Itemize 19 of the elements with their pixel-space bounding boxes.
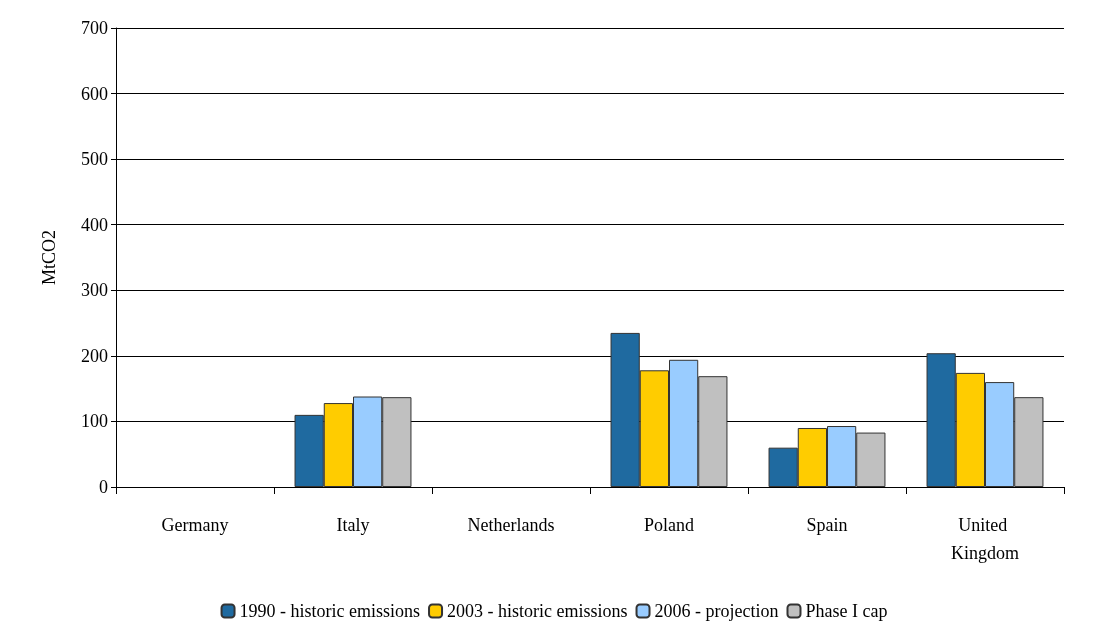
y-tick-label: 400: [81, 214, 108, 235]
x-tick-label: Netherlands: [467, 515, 555, 535]
y-tick-label: 200: [81, 345, 108, 366]
legend-label: 2006 - projection: [654, 601, 779, 621]
y-tick-label: 0: [99, 477, 108, 497]
y-axis-title: MtCO2: [39, 229, 59, 286]
y-tick-label: 600: [81, 83, 108, 104]
y-tick-label: 300: [81, 280, 108, 301]
x-tick-label: Spain: [806, 515, 848, 535]
x-tick-label: Germany: [161, 515, 229, 535]
y-tick-label: 700: [81, 18, 108, 38]
legend-label: 1990 - historic emissions: [239, 601, 421, 621]
y-tick-label: 100: [81, 411, 108, 432]
legend-label: 2003 - historic emissions: [447, 601, 628, 621]
x-tick-label: Italy: [336, 515, 370, 535]
x-tick-label: United Kingdom: [950, 515, 1020, 563]
legend-label: Phase I cap: [805, 601, 888, 621]
x-tick-label: Poland: [643, 515, 695, 535]
y-tick-label: 500: [81, 149, 108, 170]
